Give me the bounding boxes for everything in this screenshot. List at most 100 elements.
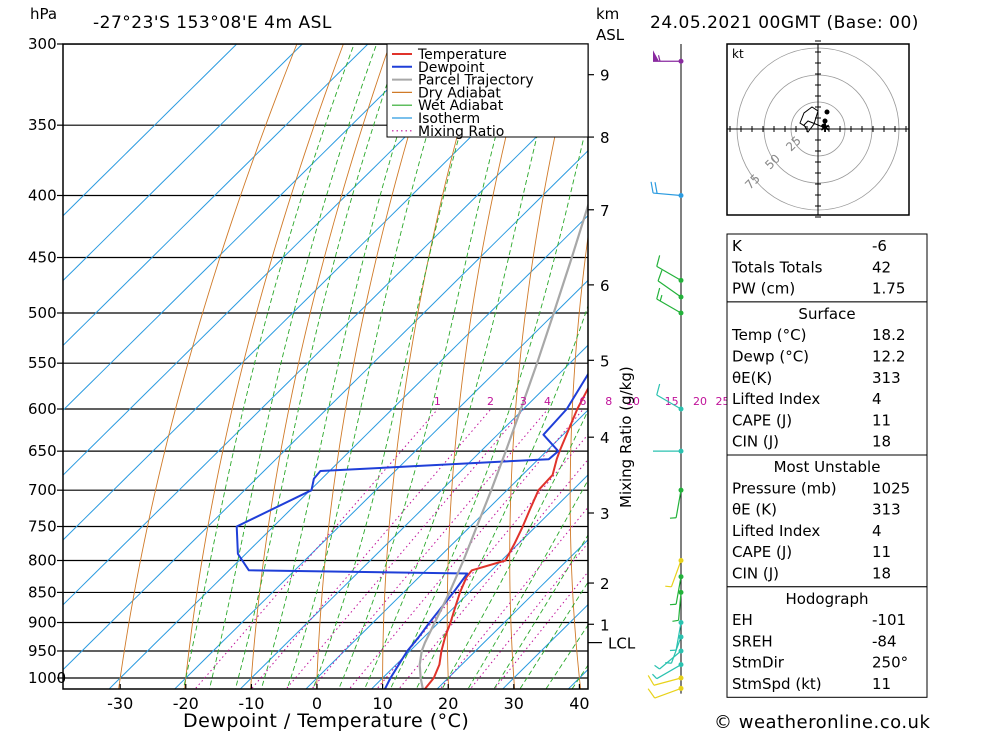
hodograph-point: [821, 123, 827, 129]
table-row-value: 11: [872, 675, 891, 693]
wet-adiabat-line: [493, 534, 588, 689]
pressure-tick-label: 600: [28, 400, 57, 418]
legend-entry: Mixing Ratio: [418, 124, 504, 140]
table-row-label: Lifted Index: [732, 390, 820, 408]
mixing-ratio-label: 15: [665, 395, 679, 408]
wind-barb-half-flag: [652, 673, 658, 680]
wind-barb: [669, 487, 684, 519]
table-row-value: 4: [872, 390, 882, 408]
wind-barb-shaft: [656, 394, 682, 410]
pressure-tick-label: 400: [28, 186, 57, 204]
isotherm-line: [63, 44, 238, 217]
wind-barb: [656, 287, 684, 316]
isotherm-line: [63, 44, 500, 476]
wind-barb-shaft: [670, 560, 682, 588]
mixing-ratio-line: [376, 433, 588, 689]
height-reference-label: ASL: [596, 26, 625, 44]
table-row-value: 42: [872, 258, 891, 276]
wind-barb: [657, 269, 684, 300]
dry-adiabat-line: [946, 8, 1000, 709]
x-tick-label: -20: [173, 694, 199, 713]
pressure-tick-label: 450: [28, 249, 57, 267]
wet-adiabat-line: [545, 624, 588, 689]
wet-adiabat-line: [312, 44, 486, 689]
wind-barb-half-flag: [659, 294, 663, 302]
legend-entry: Wet Adiabat: [418, 98, 504, 114]
table-row-label: Totals Totals: [731, 258, 823, 276]
mixing-ratio-line: [398, 458, 588, 689]
dry-adiabat-line: [509, 44, 577, 689]
isotherm-line: [305, 409, 588, 689]
table-row-label: StmDir: [732, 654, 785, 672]
hodograph-point: [822, 118, 828, 124]
hodograph-table-frame: [726, 586, 928, 698]
wind-barb: [672, 589, 684, 622]
isotherm-line: [501, 603, 588, 689]
height-tick-label: 7: [600, 202, 610, 220]
wet-adiabat-line: [208, 44, 378, 689]
isotherm-line: [63, 44, 304, 282]
mixing-ratio-line: [348, 408, 584, 689]
wind-barb: [653, 448, 684, 454]
isotherm-line: [239, 344, 588, 689]
mixing-ratio-line: [250, 408, 492, 689]
wind-barb: [665, 557, 684, 588]
x-tick-label: 30: [504, 694, 524, 713]
table-row-value: 313: [872, 501, 901, 519]
height-unit-label: km: [596, 5, 619, 23]
wind-barb-shaft: [675, 576, 682, 605]
dry-adiabat-line: [629, 8, 676, 709]
x-tick-label: 10: [372, 694, 392, 713]
wind-barb-flag: [650, 181, 654, 194]
mixing-ratio-label: 2: [487, 395, 494, 408]
isotherm-line: [436, 539, 588, 689]
pressure-tick-label: 900: [28, 614, 57, 632]
wind-barb-flag: [656, 383, 661, 396]
table-row-value: -6: [872, 237, 887, 255]
dry-adiabat-line: [685, 8, 721, 709]
legend-entry: Dry Adiabat: [418, 85, 501, 101]
height-tick-label: 6: [600, 277, 610, 295]
legend-entry: Isotherm: [418, 111, 480, 127]
pressure-tick-label: 800: [28, 551, 57, 569]
hodograph-unit: kt: [732, 47, 744, 61]
mixing-ratio-label: 4: [544, 395, 551, 408]
pressure-tick-label: 850: [28, 583, 57, 601]
wind-barb: [669, 620, 684, 652]
wind-barb: [652, 662, 684, 680]
wind-barb-shaft: [677, 592, 682, 621]
wind-barb: [653, 50, 684, 64]
wind-barb-shaft: [675, 622, 682, 651]
table-row-label: EH: [732, 611, 753, 629]
pressure-unit-label: hPa: [30, 5, 57, 23]
hodograph-table-title: Hodograph: [785, 590, 868, 608]
pressure-tick-label: 300: [28, 35, 57, 53]
table-row-value: -84: [872, 632, 897, 650]
wind-barb-flag: [657, 269, 663, 282]
table-row-label: Dewp (°C): [732, 348, 809, 366]
wind-barb: [650, 181, 684, 198]
pressure-tick-label: 500: [28, 304, 57, 322]
mixing-ratio-label: 3: [520, 395, 527, 408]
wind-barb: [647, 675, 684, 686]
copyright-footer: © weatheronline.co.uk: [714, 712, 930, 733]
table-row-value: 313: [872, 369, 901, 387]
height-tick-label: 2: [600, 575, 610, 593]
table-row-label: Lifted Index: [732, 522, 820, 540]
wind-barb-half-flag: [657, 55, 661, 62]
station-location: -27°23'S 153°08'E 4m ASL: [93, 13, 332, 33]
wind-barb-shaft: [675, 490, 682, 518]
table-row-label: θE (K): [732, 501, 777, 519]
table-row-label: Temp (°C): [731, 326, 806, 344]
table-row-label: Pressure (mb): [732, 479, 837, 497]
isotherm-line: [370, 474, 588, 689]
plot-frame: [62, 43, 589, 690]
mixing-ratio-label: 25: [715, 395, 729, 408]
table-row-value: 11: [872, 543, 891, 561]
table-row-value: 4: [872, 522, 882, 540]
wet-adiabat-line: [364, 44, 561, 689]
legend-entry: Temperature: [417, 47, 507, 63]
wind-barb-shaft: [656, 298, 682, 314]
height-tick-label: 8: [600, 129, 610, 147]
